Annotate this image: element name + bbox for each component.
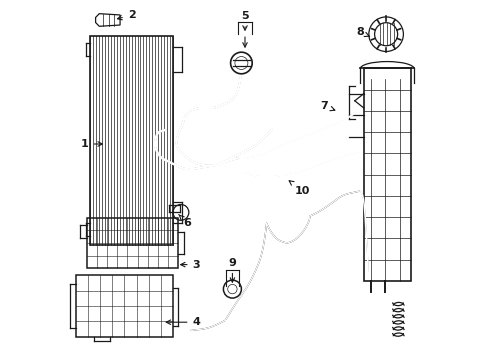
- Text: 9: 9: [228, 258, 236, 282]
- Text: 8: 8: [356, 27, 369, 37]
- Text: 1: 1: [81, 139, 102, 149]
- Text: 3: 3: [181, 260, 200, 270]
- Text: 6: 6: [179, 215, 191, 228]
- Text: 7: 7: [320, 101, 335, 111]
- Text: 10: 10: [289, 181, 310, 196]
- Text: 2: 2: [118, 10, 135, 20]
- Text: 5: 5: [241, 11, 249, 30]
- Text: 4: 4: [166, 317, 200, 327]
